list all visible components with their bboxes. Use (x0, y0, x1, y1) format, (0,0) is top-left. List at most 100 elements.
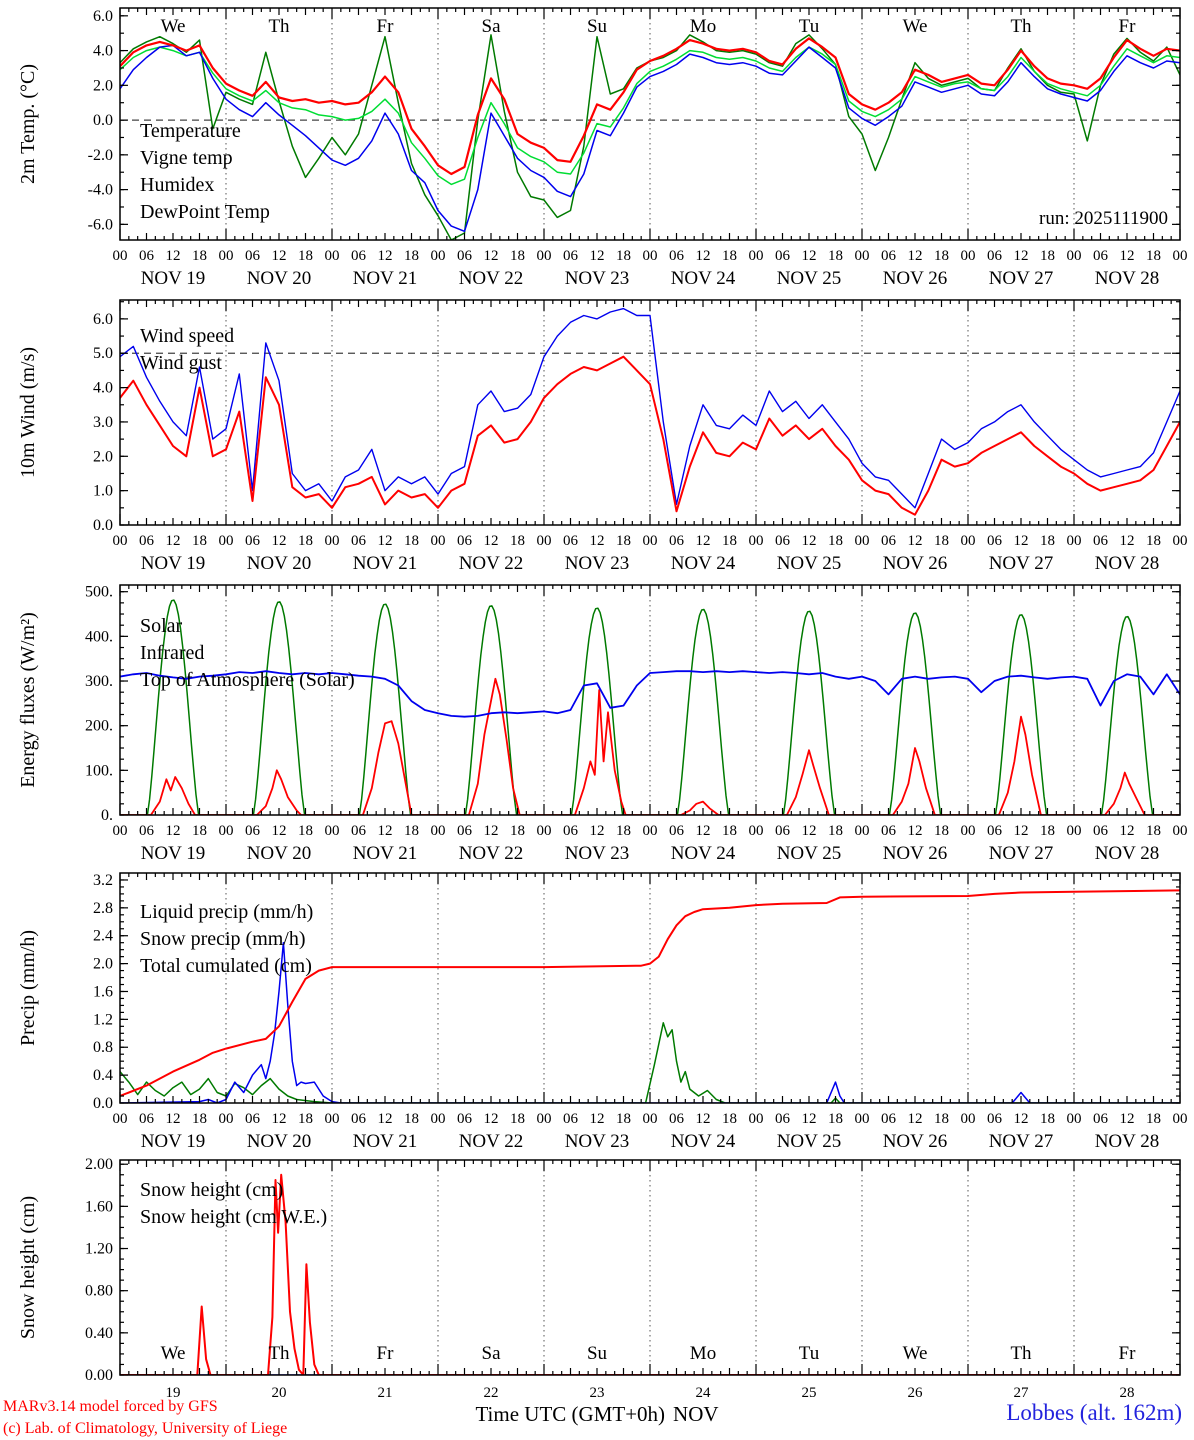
svg-text:00: 00 (219, 823, 234, 839)
svg-text:00: 00 (113, 533, 128, 549)
svg-text:Solar: Solar (140, 615, 183, 637)
svg-text:06: 06 (775, 1111, 791, 1127)
svg-text:NOV 19: NOV 19 (141, 268, 206, 289)
svg-text:06: 06 (457, 1111, 473, 1127)
svg-text:12: 12 (696, 533, 711, 549)
svg-text:06: 06 (457, 823, 473, 839)
svg-text:28: 28 (1120, 1385, 1135, 1401)
svg-text:18: 18 (404, 248, 419, 264)
svg-text:18: 18 (828, 1111, 843, 1127)
svg-text:NOV 26: NOV 26 (883, 843, 948, 864)
svg-text:06: 06 (563, 533, 579, 549)
svg-text:NOV 27: NOV 27 (989, 268, 1054, 289)
svg-text:25: 25 (802, 1385, 817, 1401)
svg-text:1.6: 1.6 (93, 983, 113, 1000)
svg-text:22: 22 (484, 1385, 499, 1401)
svg-text:run: 2025111900: run: 2025111900 (1039, 208, 1168, 229)
svg-text:We: We (903, 16, 928, 37)
svg-text:12: 12 (1120, 1111, 1135, 1127)
svg-text:6.0: 6.0 (93, 8, 113, 25)
svg-text:18: 18 (192, 533, 207, 549)
series-infrared (120, 670, 1180, 718)
svg-text:0.40: 0.40 (85, 1325, 113, 1342)
svg-text:Fr: Fr (377, 1343, 395, 1364)
svg-text:12: 12 (590, 533, 605, 549)
svg-text:Mo: Mo (690, 16, 716, 37)
svg-text:18: 18 (722, 823, 737, 839)
svg-text:06: 06 (775, 248, 791, 264)
svg-text:NOV 26: NOV 26 (883, 1131, 948, 1152)
svg-text:NOV 20: NOV 20 (247, 268, 312, 289)
svg-text:12: 12 (802, 248, 817, 264)
svg-text:06: 06 (881, 823, 897, 839)
series-snow-height (120, 1173, 1180, 1375)
svg-text:18: 18 (722, 248, 737, 264)
svg-text:12: 12 (378, 1111, 393, 1127)
svg-text:0.00: 0.00 (85, 1367, 113, 1384)
series-liquid-precip (120, 1022, 1180, 1103)
svg-text:18: 18 (828, 533, 843, 549)
svg-text:06: 06 (1093, 533, 1109, 549)
svg-text:18: 18 (510, 533, 525, 549)
svg-text:We: We (161, 16, 186, 37)
svg-text:18: 18 (1146, 823, 1161, 839)
svg-text:00: 00 (855, 823, 870, 839)
svg-text:18: 18 (192, 1111, 207, 1127)
svg-text:12: 12 (802, 1111, 817, 1127)
svg-text:NOV 24: NOV 24 (671, 553, 736, 574)
svg-text:00: 00 (219, 533, 234, 549)
time-axis-label: Time UTC (GMT+0h) (475, 1402, 666, 1426)
svg-text:00: 00 (113, 1111, 128, 1127)
svg-text:2m Temp. (°C): 2m Temp. (°C) (17, 64, 39, 184)
svg-text:12: 12 (908, 248, 923, 264)
svg-text:4.0: 4.0 (93, 380, 113, 397)
svg-text:00: 00 (749, 1111, 764, 1127)
svg-text:06: 06 (245, 1111, 261, 1127)
svg-text:12: 12 (166, 823, 181, 839)
svg-text:00: 00 (961, 1111, 976, 1127)
svg-text:NOV 25: NOV 25 (777, 1131, 842, 1152)
svg-text:00: 00 (855, 533, 870, 549)
svg-text:NOV 28: NOV 28 (1095, 553, 1160, 574)
svg-text:00: 00 (537, 533, 552, 549)
svg-text:00: 00 (537, 1111, 552, 1127)
svg-text:5.0: 5.0 (93, 345, 113, 362)
svg-text:12: 12 (1014, 248, 1029, 264)
series-dewpoint-temp (120, 46, 1180, 186)
svg-text:Liquid precip (mm/h): Liquid precip (mm/h) (140, 901, 313, 923)
svg-text:06: 06 (881, 533, 897, 549)
svg-text:-6.0: -6.0 (88, 216, 113, 233)
svg-text:12: 12 (484, 1111, 499, 1127)
svg-text:06: 06 (563, 1111, 579, 1127)
svg-text:12: 12 (590, 248, 605, 264)
svg-text:12: 12 (484, 248, 499, 264)
svg-text:12: 12 (484, 533, 499, 549)
svg-text:00: 00 (325, 533, 340, 549)
svg-text:Infrared: Infrared (140, 642, 204, 664)
series-wind-gust (120, 307, 1180, 509)
svg-text:06: 06 (139, 1111, 155, 1127)
svg-text:NOV 28: NOV 28 (1095, 268, 1160, 289)
svg-text:Vigne temp: Vigne temp (140, 147, 233, 169)
svg-text:18: 18 (616, 1111, 631, 1127)
svg-text:12: 12 (1120, 533, 1135, 549)
svg-text:18: 18 (1146, 248, 1161, 264)
svg-text:100.: 100. (85, 762, 113, 779)
svg-text:06: 06 (139, 823, 155, 839)
svg-text:18: 18 (298, 533, 313, 549)
svg-text:NOV 24: NOV 24 (671, 268, 736, 289)
svg-text:DewPoint Temp: DewPoint Temp (140, 201, 270, 223)
svg-text:18: 18 (1040, 533, 1055, 549)
svg-text:12: 12 (166, 248, 181, 264)
svg-text:00: 00 (113, 823, 128, 839)
svg-text:00: 00 (431, 533, 446, 549)
svg-text:18: 18 (404, 1111, 419, 1127)
svg-text:12: 12 (378, 823, 393, 839)
svg-text:06: 06 (987, 1111, 1003, 1127)
svg-text:2.00: 2.00 (85, 1156, 113, 1173)
series-top-of-atmosphere (120, 599, 1180, 815)
svg-text:26: 26 (908, 1385, 924, 1401)
svg-text:12: 12 (1014, 533, 1029, 549)
panel-precip: 0.0 0.4 0.8 1.2 1.6 2.0 2.4 2.8 3.2 Precip (mm/h)… (17, 872, 1188, 1152)
svg-text:12: 12 (908, 533, 923, 549)
